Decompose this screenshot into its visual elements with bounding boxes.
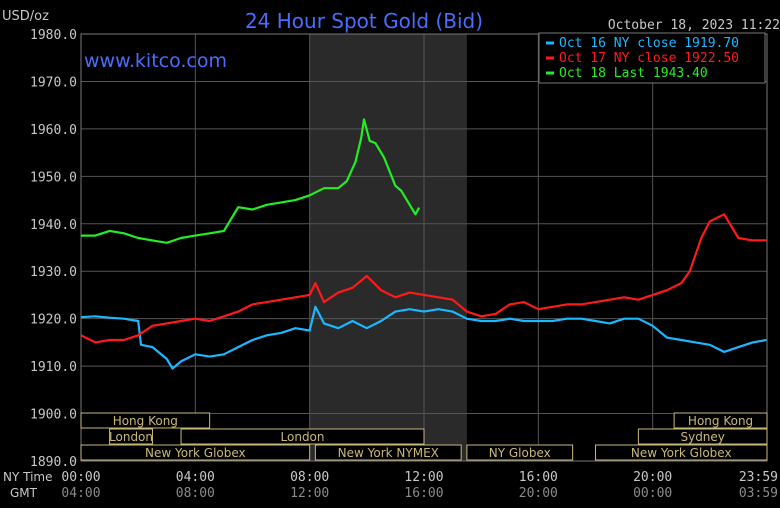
session-bar-label: New York Globex — [145, 446, 246, 460]
plot-frame — [80, 33, 768, 462]
legend-entry: Oct 16 NY close 1919.70 — [559, 36, 739, 51]
x-tick-label-gmt: 04:00 — [61, 486, 100, 501]
session-bar-label: London — [281, 430, 325, 444]
session-bar-label: Sydney — [680, 430, 724, 444]
session-bar — [314, 444, 462, 461]
session-bar — [80, 444, 311, 461]
series-line-oct18 — [81, 118, 421, 244]
y-tick-label: 1890.0 — [30, 455, 77, 470]
session-bar — [180, 428, 425, 445]
x-tick-label-gmt: 03:59 — [739, 486, 778, 501]
x-tick-label-ny: 00:00 — [61, 470, 100, 485]
x-tick-label-ny: 16:00 — [519, 470, 558, 485]
x-tick-label-gmt: 20:00 — [519, 486, 558, 501]
timestamp: October 18, 2023 11:22 — [608, 18, 780, 33]
session-bar-label: London — [109, 430, 153, 444]
session-bar — [673, 412, 768, 429]
y-tick-label: 1920.0 — [30, 313, 77, 328]
session-bar-label: New York NYMEX — [338, 446, 439, 460]
x-tick-label-gmt: 16:00 — [404, 486, 443, 501]
x-tick-label-ny: 23:59 — [739, 470, 778, 485]
session-bar — [466, 444, 574, 461]
session-bar-label: Hong Kong — [113, 414, 178, 428]
x-tick-label-ny: 20:00 — [633, 470, 672, 485]
x-tick-label-ny: 04:00 — [176, 470, 215, 485]
x-tick-label-gmt: 00:00 — [633, 486, 672, 501]
price-series — [80, 118, 767, 370]
legend-box — [538, 32, 766, 84]
x-tick-label-gmt: 12:00 — [290, 486, 329, 501]
x-tick-label-ny: 08:00 — [290, 470, 329, 485]
session-bar — [595, 444, 768, 461]
y-tick-label: 1900.0 — [30, 408, 77, 423]
y-tick-label: 1940.0 — [30, 218, 77, 233]
series-line-oct16 — [80, 305, 767, 370]
legend-entry: Oct 17 NY close 1922.50 — [559, 51, 739, 66]
series-line-oct17 — [80, 213, 767, 344]
y-tick-label: 1930.0 — [30, 265, 77, 280]
session-bar-label: New York Globex — [631, 446, 732, 460]
session-bar — [80, 412, 211, 429]
session-bar — [109, 428, 153, 445]
y-tick-label: 1910.0 — [30, 360, 77, 375]
legend-entry: Oct 18 Last 1943.40 — [559, 66, 708, 81]
y-tick-label: 1970.0 — [30, 75, 77, 90]
gmt-label: GMT — [10, 486, 38, 500]
units-label: USD/oz — [2, 9, 49, 24]
axes: 1890.0 1900.0 1910.0 1920.0 1930.0 1940.0 1950… — [30, 28, 778, 501]
session-bar-label: Hong Kong — [688, 414, 753, 428]
shaded-nymex-region — [309, 34, 467, 461]
y-tick-label: 1980.0 — [30, 28, 77, 43]
x-tick-label-gmt: 08:00 — [176, 486, 215, 501]
y-tick-label: 1960.0 — [30, 123, 77, 138]
session-bar-label: NY Globex — [489, 446, 551, 460]
chart-title: 24 Hour Spot Gold (Bid) — [245, 9, 483, 33]
watermark-url: www.kitco.com — [84, 50, 227, 72]
session-bar — [637, 428, 768, 445]
shaded-region — [309, 34, 467, 461]
ny-time-label: NY Time — [3, 470, 53, 484]
session-bars: Hong Kong Hong Kong London London Sydney New … — [80, 412, 768, 461]
x-tick-label-ny: 12:00 — [404, 470, 443, 485]
y-tick-label: 1950.0 — [30, 170, 77, 185]
